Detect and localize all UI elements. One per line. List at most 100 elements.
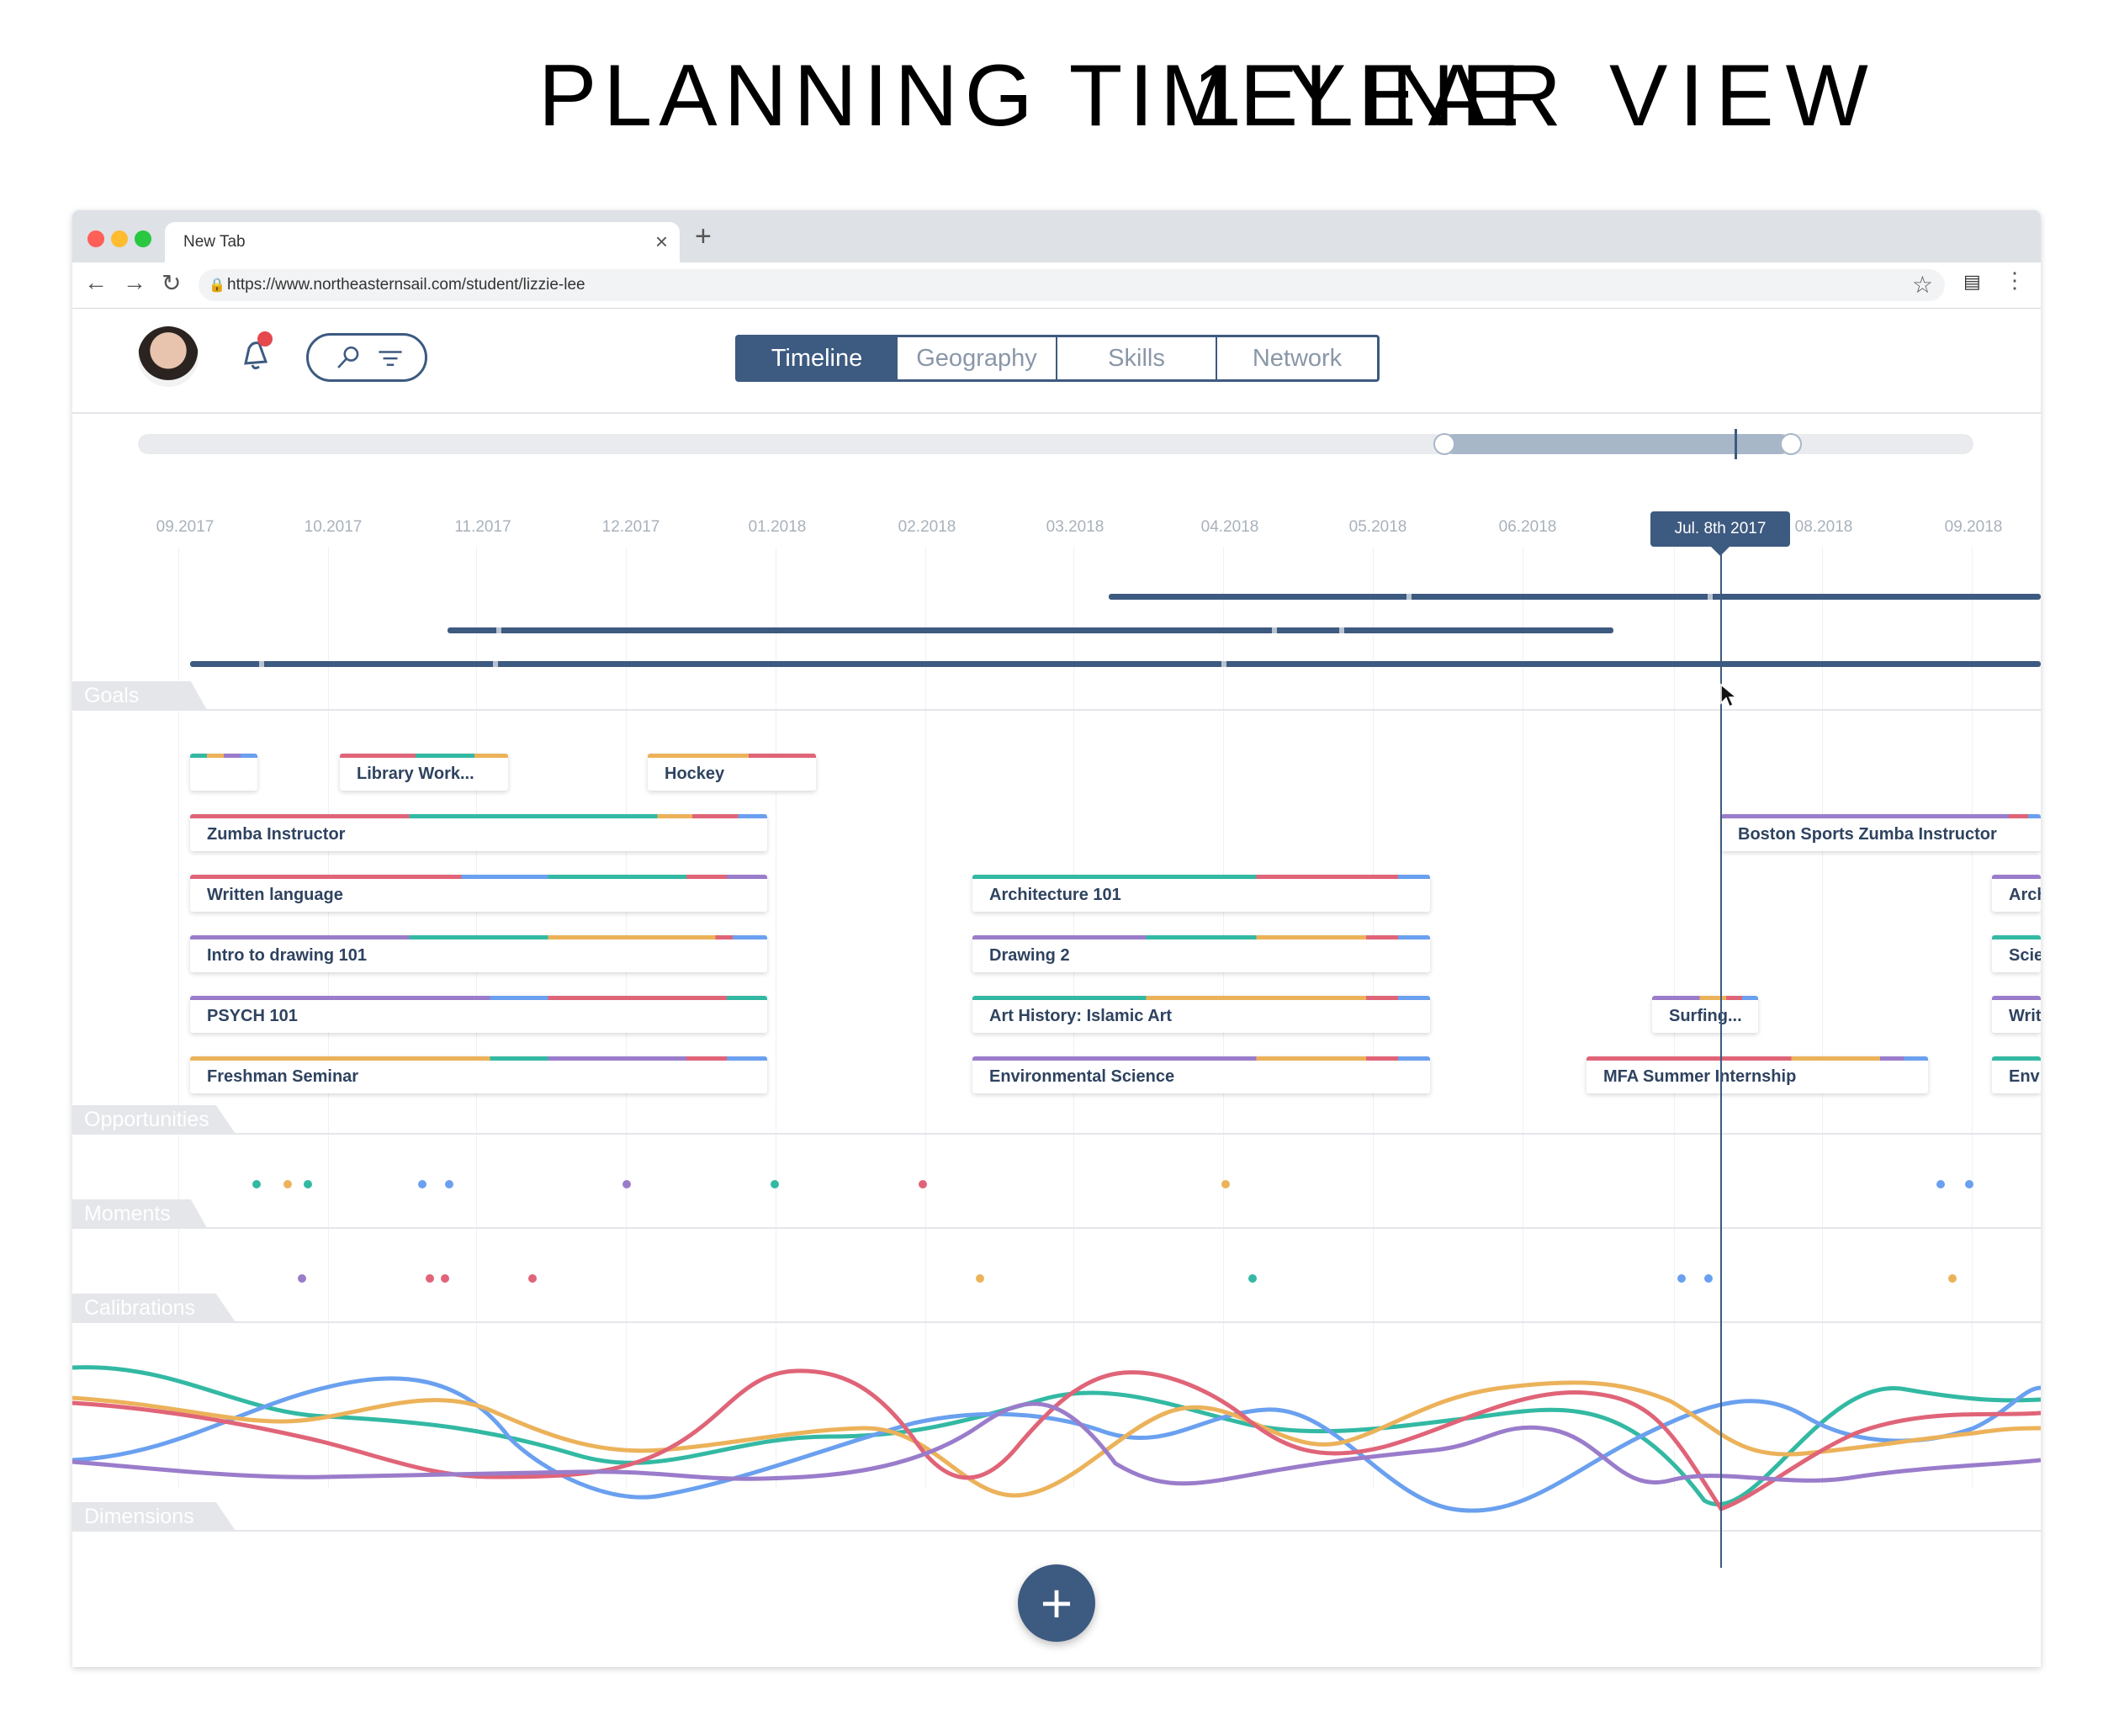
search-icon[interactable] — [334, 344, 363, 373]
goal-card-label: Drawing 2 — [989, 946, 1070, 965]
goal-card[interactable]: PSYCH 101 — [190, 996, 767, 1033]
new-tab-icon[interactable]: + — [695, 220, 712, 252]
menu-icon[interactable]: ⋮ — [2004, 267, 2026, 293]
section-divider — [72, 1133, 2041, 1135]
moment-dot[interactable] — [426, 1274, 434, 1283]
range-slider-end-handle[interactable] — [1780, 433, 1802, 455]
section-divider — [72, 1321, 2041, 1323]
current-date-line[interactable] — [1720, 550, 1722, 1568]
range-slider-start-handle[interactable] — [1433, 433, 1455, 455]
extension-icon[interactable]: ▤ — [1963, 271, 1981, 292]
goal-card-label: Env — [2009, 1067, 2040, 1086]
search-filter-pill[interactable] — [306, 333, 427, 382]
moment-dot[interactable] — [441, 1274, 449, 1283]
close-window-button[interactable] — [87, 230, 104, 247]
tab-bar: New Tab × + — [72, 210, 2041, 262]
goal-card-label: Writ — [2009, 1007, 2041, 1025]
opportunity-dot[interactable] — [252, 1180, 261, 1188]
tab-skills[interactable]: Skills — [1057, 337, 1217, 379]
goal-card[interactable]: Environmental Science — [972, 1056, 1430, 1093]
goal-card[interactable]: Intro to drawing 101 — [190, 935, 767, 972]
range-slider-current-marker — [1735, 429, 1737, 459]
month-label: 10.2017 — [304, 518, 363, 536]
month-label: 09.2018 — [1944, 518, 2003, 536]
filter-icon[interactable] — [376, 345, 405, 373]
goal-card-label: Freshman Seminar — [207, 1067, 359, 1086]
goal-card-label: Written language — [207, 886, 343, 904]
avatar[interactable] — [138, 326, 199, 387]
timeline-span-bar[interactable] — [190, 661, 2041, 667]
moment-dot[interactable] — [1248, 1274, 1257, 1283]
month-label: 12.2017 — [601, 518, 660, 536]
goal-card[interactable] — [190, 754, 257, 791]
span-bar-tick — [1221, 661, 1226, 667]
goal-card[interactable]: MFA Summer Internship — [1587, 1056, 1928, 1093]
opportunity-dot[interactable] — [1965, 1180, 1973, 1188]
browser-tab[interactable]: New Tab × — [165, 222, 680, 262]
goal-card-label: MFA Summer Internship — [1603, 1067, 1797, 1086]
goal-card[interactable]: Arch — [1992, 875, 2041, 912]
maximize-window-button[interactable] — [135, 230, 151, 247]
goal-card[interactable]: Env — [1992, 1056, 2041, 1093]
back-icon[interactable]: ← — [84, 269, 108, 295]
goal-card[interactable]: Scie — [1992, 935, 2041, 972]
month-label: 09.2017 — [156, 518, 215, 536]
opportunity-dot[interactable] — [1936, 1180, 1945, 1188]
url-field[interactable]: 🔒 https://www.northeasternsail.com/stude… — [199, 269, 1945, 301]
moment-dot[interactable] — [1704, 1274, 1713, 1283]
opportunity-dot[interactable] — [919, 1180, 927, 1188]
goal-card-label: Architecture 101 — [989, 886, 1121, 904]
goal-card[interactable]: Art History: Islamic Art — [972, 996, 1430, 1033]
moment-dot[interactable] — [1948, 1274, 1957, 1283]
goal-card[interactable]: Library Work... — [340, 754, 508, 791]
goal-card[interactable]: Drawing 2 — [972, 935, 1430, 972]
gridline — [925, 547, 926, 1489]
goal-card[interactable]: Surfing... — [1652, 996, 1758, 1033]
moment-dot[interactable] — [298, 1274, 306, 1283]
opportunity-dot[interactable] — [283, 1180, 292, 1188]
goal-card[interactable]: Zumba Instructor — [190, 814, 767, 851]
close-tab-icon[interactable]: × — [654, 229, 668, 254]
range-slider-selection[interactable] — [1443, 434, 1790, 454]
star-icon[interactable]: ☆ — [1911, 272, 1933, 298]
page-heading: PLANNING TIMELINE 1 YEAR VIEW — [538, 46, 1868, 145]
moment-dot[interactable] — [1677, 1274, 1686, 1283]
goal-card[interactable]: Architecture 101 — [972, 875, 1430, 912]
opportunity-dot[interactable] — [304, 1180, 312, 1188]
month-label: 06.2018 — [1498, 518, 1557, 536]
month-label: 04.2018 — [1200, 518, 1259, 536]
tab-geography[interactable]: Geography — [898, 337, 1057, 379]
goal-card-label: Art History: Islamic Art — [989, 1007, 1173, 1025]
goal-card[interactable]: Written language — [190, 875, 767, 912]
opportunity-dot[interactable] — [445, 1180, 453, 1188]
goal-card-label: Arch — [2009, 886, 2041, 904]
goal-card-label: Scie — [2009, 946, 2041, 965]
moment-dot[interactable] — [528, 1274, 537, 1283]
timeline-span-bar[interactable] — [448, 627, 1613, 633]
calibration-curve-orange — [72, 1380, 2041, 1498]
page-heading-light: 1 YEAR VIEW — [1193, 47, 1880, 145]
section-dimensions-label: Dimensions — [72, 1502, 236, 1531]
calibration-curve-red — [72, 1368, 2041, 1512]
opportunity-dot[interactable] — [1221, 1180, 1230, 1188]
span-bar-tick — [1272, 627, 1277, 633]
reload-icon[interactable]: ↻ — [162, 270, 182, 296]
minimize-window-button[interactable] — [111, 230, 128, 247]
opportunity-dot[interactable] — [622, 1180, 631, 1188]
month-label: 03.2018 — [1046, 518, 1104, 536]
goal-card[interactable]: Boston Sports Zumba Instructor — [1721, 814, 2041, 851]
goal-card[interactable]: Hockey — [648, 754, 816, 791]
goal-card[interactable]: Writ — [1992, 996, 2041, 1033]
span-bar-tick — [1708, 594, 1713, 600]
tab-network[interactable]: Network — [1252, 345, 1343, 372]
forward-icon[interactable]: → — [123, 269, 146, 295]
add-button[interactable]: + — [1018, 1564, 1095, 1642]
moment-dot[interactable] — [976, 1274, 984, 1283]
opportunity-dot[interactable] — [771, 1180, 779, 1188]
timeline-span-bar[interactable] — [1109, 594, 2041, 600]
tab-timeline[interactable]: Timeline — [738, 337, 898, 379]
date-tooltip: Jul. 8th 2017 — [1650, 511, 1790, 547]
opportunity-dot[interactable] — [418, 1180, 426, 1188]
month-label: 01.2018 — [748, 518, 807, 536]
goal-card[interactable]: Freshman Seminar — [190, 1056, 767, 1093]
